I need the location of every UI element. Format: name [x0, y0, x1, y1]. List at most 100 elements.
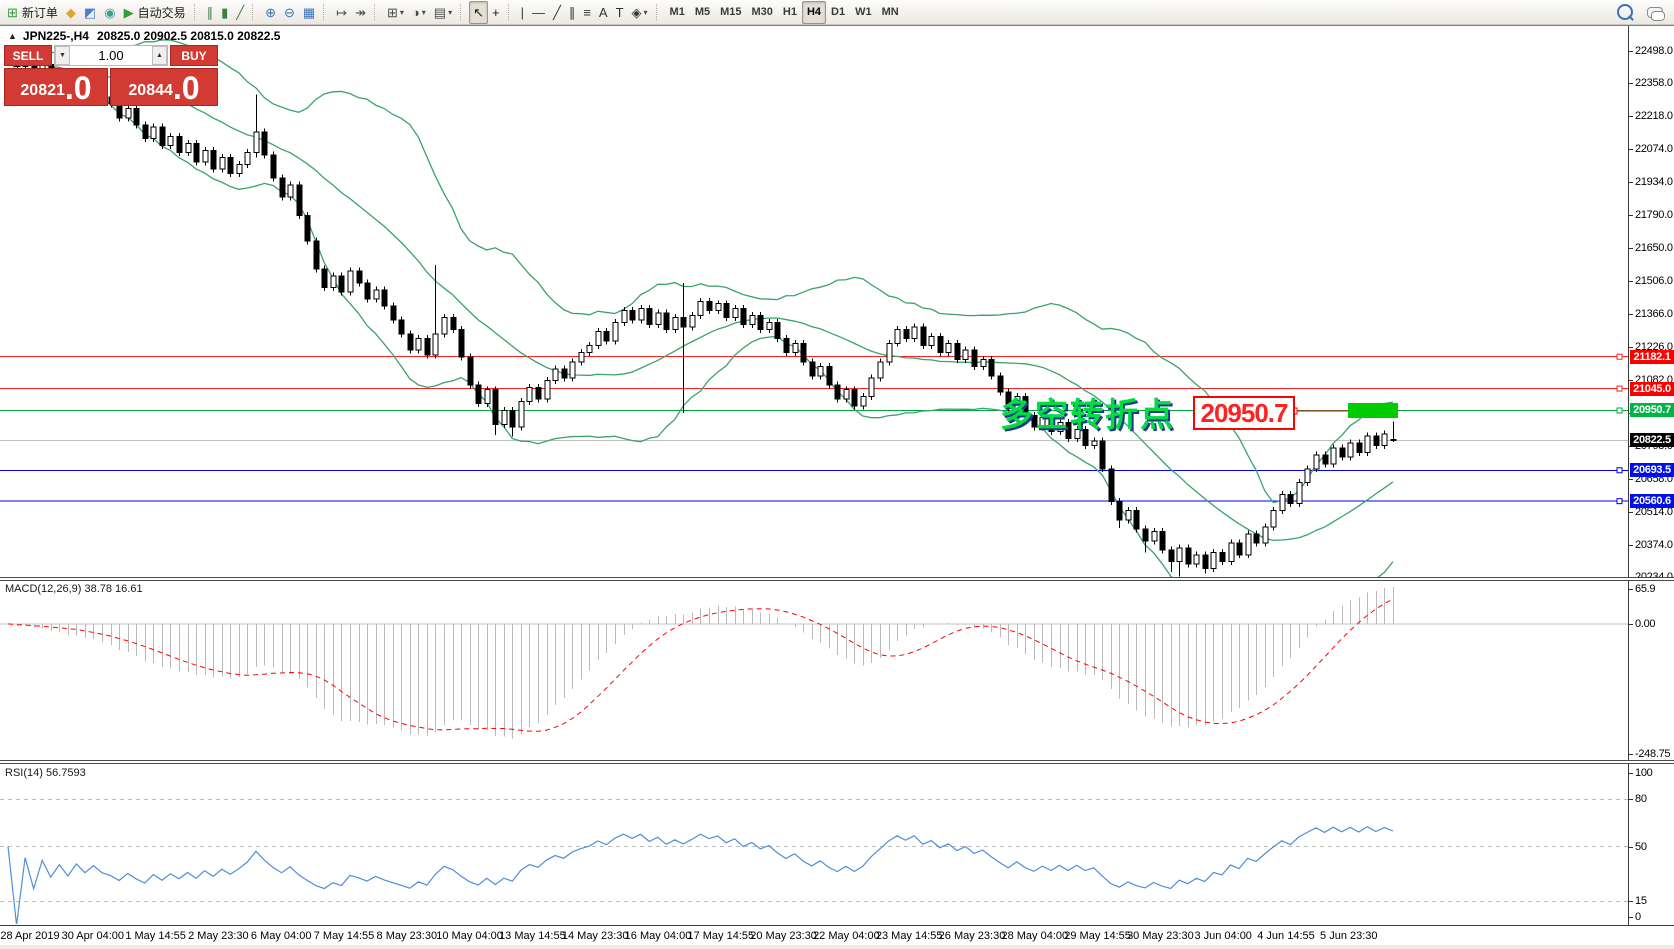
period-icon: ◑	[411, 4, 420, 20]
level-price-badge: 20950.7	[1630, 403, 1674, 418]
buy-price[interactable]: 20844.0	[110, 68, 218, 106]
channel-icon[interactable]: ∥	[565, 1, 580, 24]
rsi-axis-label: 50	[1635, 840, 1647, 853]
zoom-out-icon[interactable]: ⊖	[280, 1, 299, 24]
label-icon[interactable]: T	[612, 1, 628, 24]
sell-price[interactable]: 20821.0	[4, 68, 108, 106]
timeframe-m1-button[interactable]: M1	[669, 5, 685, 18]
timeframe-h1-button[interactable]: H1	[782, 5, 797, 18]
toolbar-right	[1617, 4, 1665, 21]
new-order-button-label: 新订单	[21, 5, 58, 20]
buy-button[interactable]: BUY	[170, 45, 218, 66]
level-line-handle[interactable]	[1616, 407, 1623, 414]
scroll-to-end-icon: ↦	[336, 4, 348, 20]
sell-price-big-digit: .0	[64, 70, 92, 106]
time-label: 1 May 14:55	[125, 930, 186, 942]
template-icon[interactable]: ▤ ▾	[430, 1, 456, 24]
axis-tick	[1629, 346, 1633, 348]
crosshair-icon[interactable]: +	[488, 1, 504, 24]
macd-pane	[0, 586, 1628, 739]
time-axis[interactable]: 28 Apr 2019 30 Apr 04:00 1 May 14:55 2 May …	[0, 926, 1628, 945]
volume-increase-button[interactable]: ▲	[152, 46, 167, 65]
search-icon[interactable]	[1617, 4, 1633, 20]
autotrading-button[interactable]: ▶ 自动交易	[120, 1, 190, 24]
timeframe-d1-button[interactable]: D1	[831, 5, 846, 18]
level-line-handle[interactable]	[1616, 385, 1623, 392]
axis-tick	[1629, 589, 1633, 591]
sell-button[interactable]: SELL	[4, 45, 52, 66]
price-tick-label: 21650.0	[1635, 241, 1673, 254]
chat-icon[interactable]	[1647, 6, 1665, 21]
shapes-icon[interactable]: ◈ ▾	[628, 1, 652, 24]
level-price-badge: 20560.6	[1630, 494, 1674, 509]
level-line-handle[interactable]	[1616, 467, 1623, 474]
toolbar-separator	[460, 3, 465, 21]
sell-price-main: 20821	[20, 82, 65, 99]
toolbar-groups: ⊞ 新订单 ◆ ◩ ◉ ▶ 自动交易 ∥ ▮ ╱ ⊕ ⊖ ▦ ↦ ↠ ⊞ ▾ ◑ ▾ ▤ ▾ ↖ + | — ╱ ∥ ≡ A T ◈ ▾ M1 M…	[3, 0, 904, 24]
horizontal-line-icon[interactable]: —	[528, 1, 549, 24]
time-label: 28 Apr 2019	[0, 930, 60, 942]
cursor-icon[interactable]: ↖	[469, 0, 488, 24]
timeframe-h4-button[interactable]: H4	[801, 0, 827, 24]
timeframe-m15-button[interactable]: M15	[720, 5, 742, 18]
bar-chart-icon: ∥	[206, 4, 214, 20]
timeframe-m30-button[interactable]: M30	[751, 5, 773, 18]
new-order-button[interactable]: ⊞ 新订单	[3, 1, 62, 24]
scroll-to-end-icon[interactable]: ↦	[332, 1, 351, 24]
text-icon[interactable]: A	[595, 1, 612, 24]
volume-decrease-button[interactable]: ▼	[55, 46, 70, 65]
time-label: 13 May 14:55	[499, 930, 566, 942]
price-box-annotation[interactable]: 20950.7	[1193, 396, 1295, 430]
horizontal-line-icon: —	[531, 4, 545, 20]
time-label: 30 Apr 04:00	[61, 930, 124, 942]
tile-windows-icon[interactable]: ▦	[299, 1, 319, 24]
auto-scroll-icon[interactable]: ↠	[351, 1, 370, 24]
timeframe-m5-button[interactable]: M5	[694, 5, 711, 18]
bar-chart-icon[interactable]: ∥	[203, 1, 218, 24]
community-icon: ◩	[83, 4, 97, 20]
macd-pane-separator[interactable]	[0, 577, 1674, 581]
zoom-out-icon: ⊖	[283, 4, 295, 20]
candlestick-chart-icon[interactable]: ▮	[217, 1, 232, 24]
price-axis[interactable]: 22498.0 22358.0 22218.0 22074.0 21934.0 21790…	[1628, 26, 1674, 925]
toolbar-separator	[193, 3, 199, 21]
collapse-panel-icon[interactable]: ▲	[8, 31, 17, 41]
axis-tick	[1629, 115, 1633, 117]
time-label: 7 May 14:55	[313, 930, 375, 942]
line-chart-icon[interactable]: ╱	[232, 1, 248, 24]
toolbar-separator	[655, 3, 661, 21]
axis-tick	[1629, 478, 1633, 480]
new-chart-icon[interactable]: ⊞ ▾	[383, 1, 408, 24]
crosshair-icon: +	[492, 4, 500, 20]
zoom-in-icon[interactable]: ⊕	[261, 1, 280, 24]
time-label: 30 May 23:30	[1127, 930, 1194, 942]
fibonacci-icon[interactable]: ≡	[579, 1, 595, 24]
community-icon[interactable]: ◩	[80, 1, 100, 24]
timeframe-w1-button[interactable]: W1	[855, 5, 872, 18]
macd-axis-label: -248.75	[1635, 748, 1671, 761]
price-tick-label: 22218.0	[1635, 109, 1673, 122]
toolbar-separator	[373, 3, 379, 21]
one-click-trade-panel: SELL ▼ 1.00 ▲ BUY 20821.0 20844.0	[4, 45, 218, 106]
candlestick-chart-icon: ▮	[221, 4, 229, 20]
macd-histogram	[17, 586, 1394, 739]
trendline-icon[interactable]: ╱	[549, 1, 565, 24]
rsi-axis-label: 15	[1635, 895, 1647, 908]
timeframe-mn-button[interactable]: MN	[881, 5, 899, 18]
tile-windows-icon: ▦	[302, 4, 316, 20]
level-price-badge: 20693.5	[1630, 463, 1674, 478]
rsi-pane-separator[interactable]	[0, 760, 1674, 764]
turning-point-annotation[interactable]: 多空转折点	[1000, 396, 1175, 433]
green-highlight-rectangle[interactable]	[1348, 403, 1398, 418]
signals-icon[interactable]: ◉	[100, 1, 119, 24]
level-line-handle[interactable]	[1616, 498, 1623, 505]
news-icon[interactable]: ◆	[62, 1, 80, 24]
period-icon[interactable]: ◑ ▾	[408, 1, 430, 24]
volume-input[interactable]: 1.00	[98, 48, 124, 63]
time-label: 17 May 14:55	[687, 930, 755, 942]
time-label: 3 Jun 04:00	[1194, 930, 1252, 942]
vertical-line-icon[interactable]: |	[517, 1, 528, 24]
time-axis-border	[0, 925, 1674, 926]
level-line-handle[interactable]	[1616, 353, 1623, 360]
